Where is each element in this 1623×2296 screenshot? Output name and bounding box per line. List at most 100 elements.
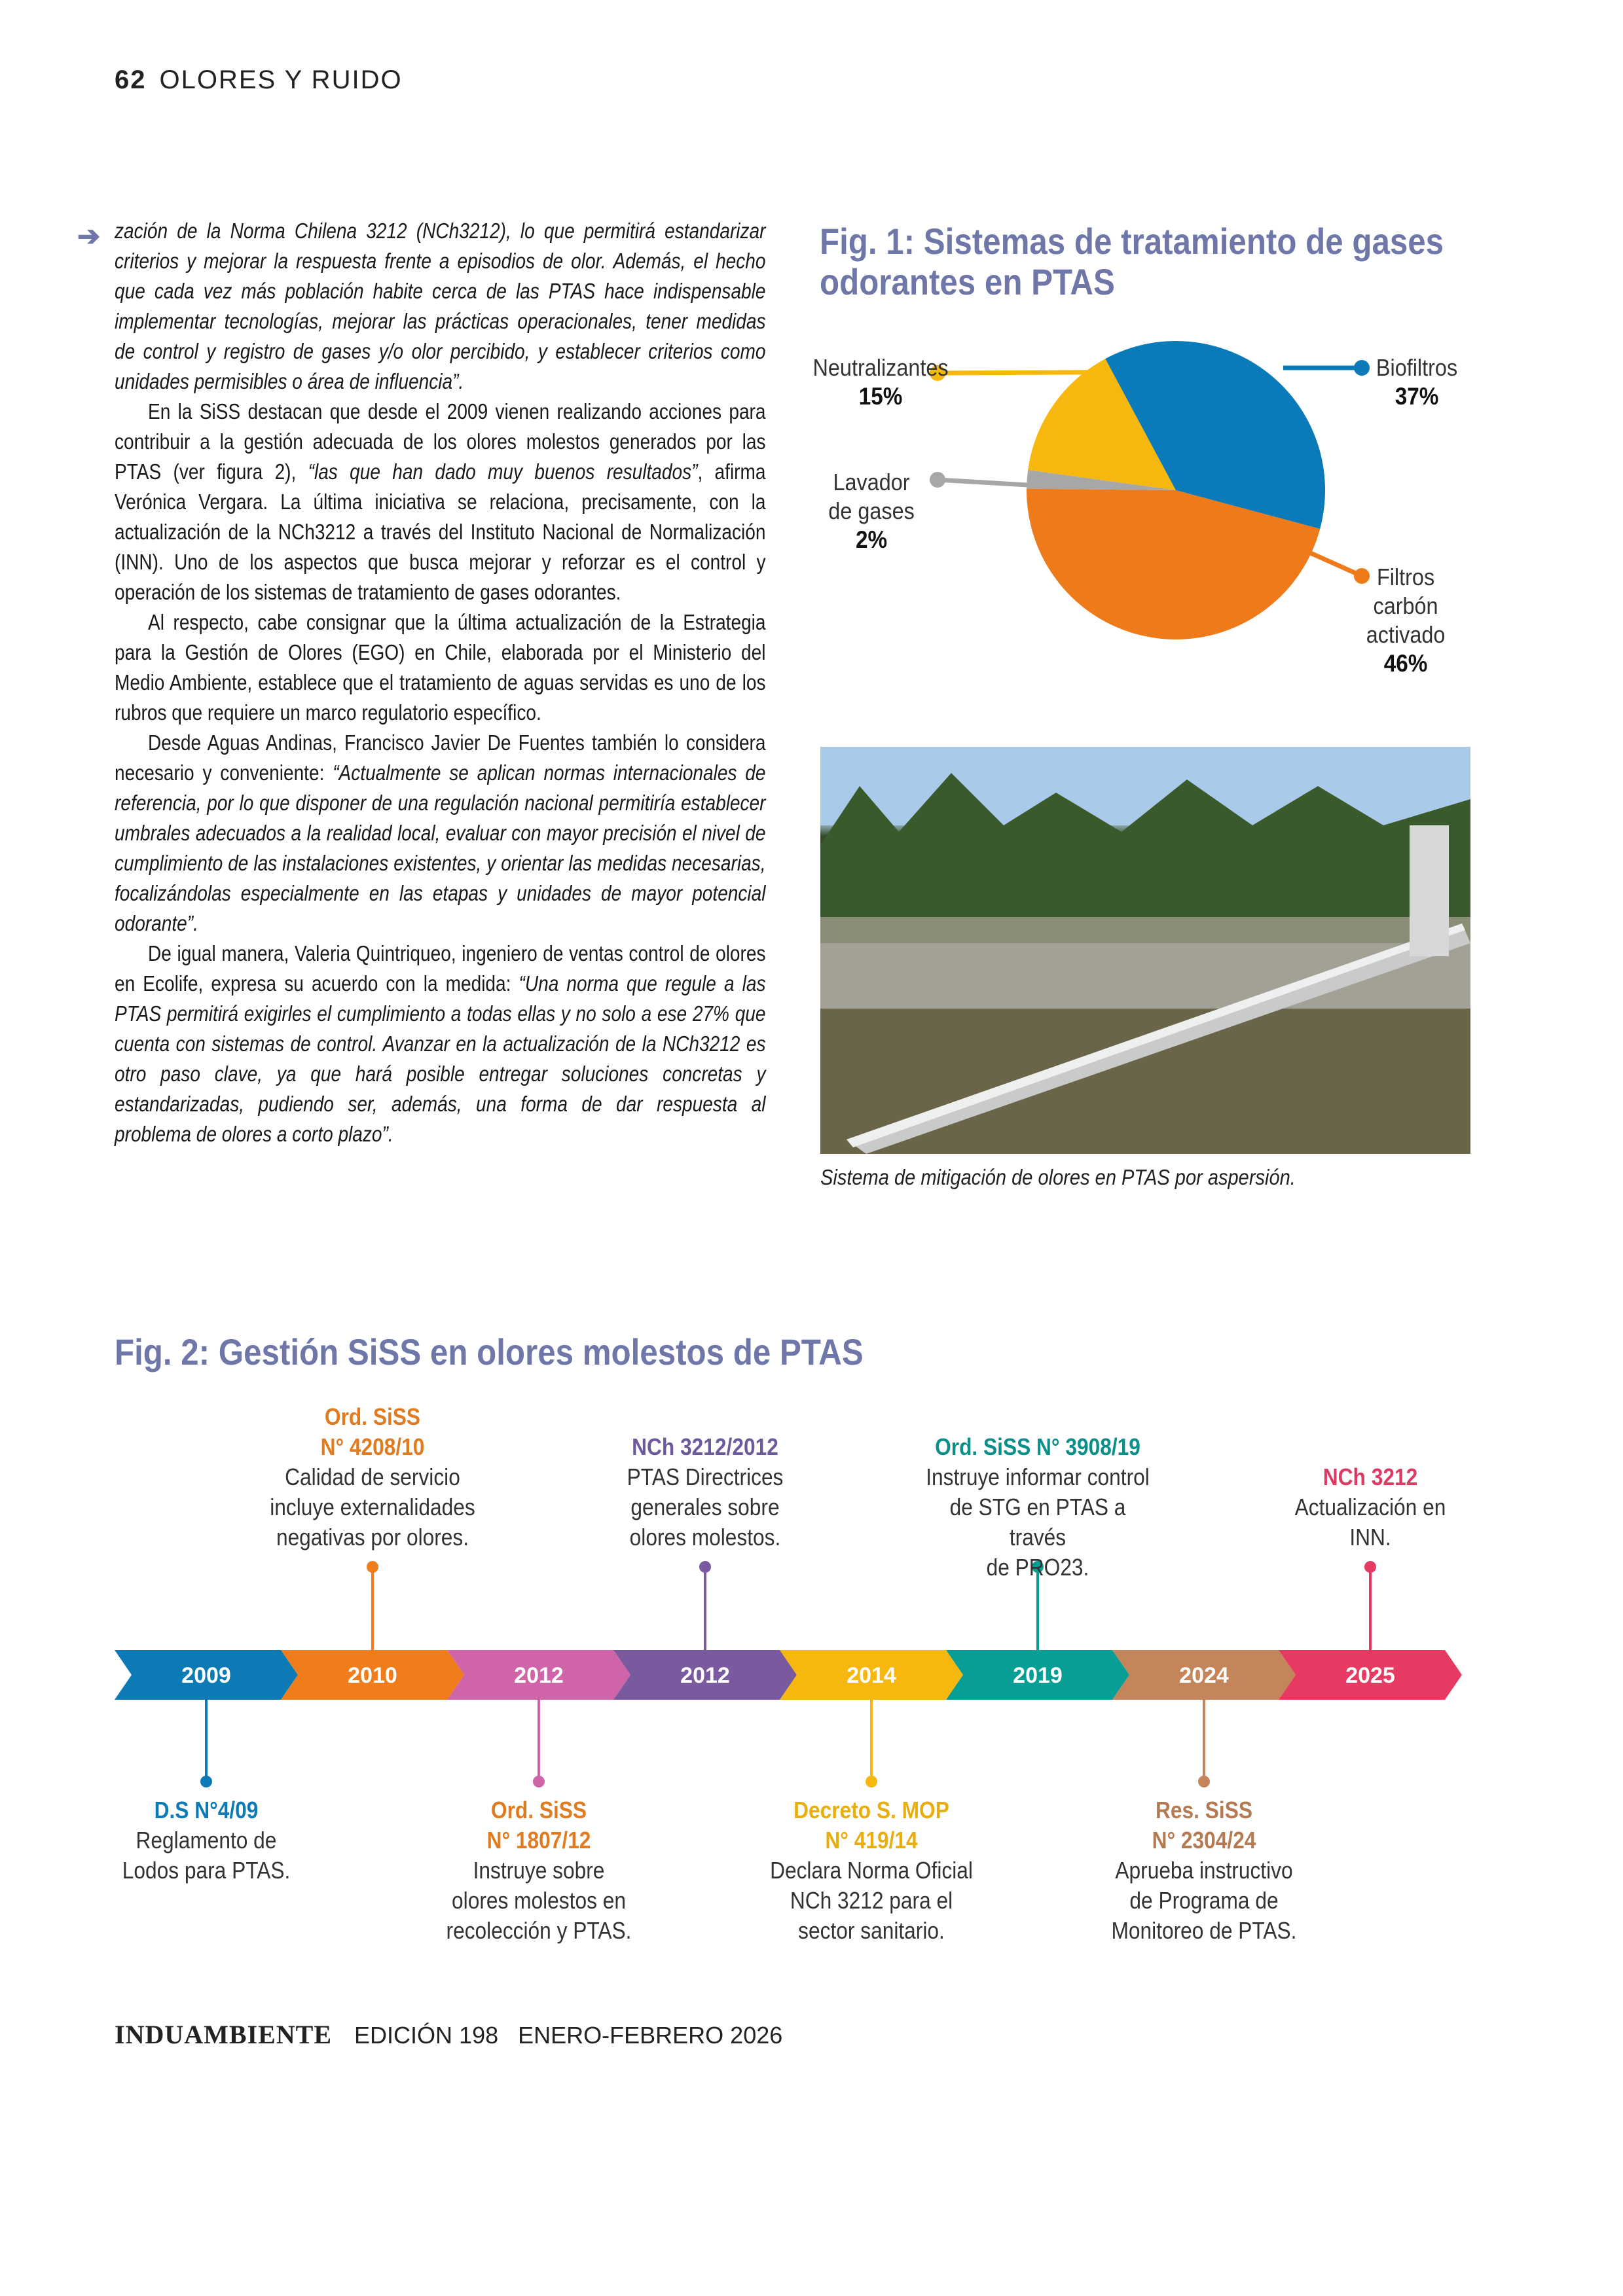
issue-date: ENERO-FEBRERO 2026 — [518, 2022, 783, 2049]
slice-label: de gases — [828, 497, 915, 524]
timeline-dot — [533, 1776, 545, 1787]
slice-label: Lavador — [833, 469, 910, 495]
event-title: NCh 3212/2012 — [632, 1433, 778, 1460]
timeline-event: Decreto S. MOP N° 419/14 Declara Norma Of… — [756, 1795, 987, 1946]
label-filtros-carbon: Filtros carbón activado 46% — [1366, 563, 1446, 678]
pie-slice-neutralizantes — [1028, 359, 1176, 490]
timeline-segment-2012 — [447, 1650, 630, 1700]
timeline-segment-2025 — [1279, 1650, 1462, 1700]
timeline-year: 2014 — [847, 1663, 896, 1688]
continuation-arrow-icon: ➔ — [77, 221, 101, 251]
timeline-event: Ord. SiSS N° 3908/19 Instruye informar co… — [922, 1432, 1153, 1583]
timeline-year: 2025 — [1345, 1663, 1395, 1688]
page-number: 62 — [115, 65, 147, 94]
timeline-year: 2009 — [181, 1663, 231, 1688]
leader-dot — [930, 472, 945, 488]
pie-slice-filtros-carb-n-activado — [1027, 488, 1321, 640]
timeline-year: 2010 — [348, 1663, 397, 1688]
event-description: Calidad de servicio incluye externalidad… — [270, 1463, 475, 1551]
magazine-logo: INDUAMBIENTE — [115, 2020, 333, 2049]
slice-label: Biofiltros — [1376, 354, 1458, 381]
text: De igual manera, Valeria Quintriqueo, in… — [115, 941, 766, 996]
paragraph: zación de la Norma Chilena 3212 (NCh3212… — [115, 216, 766, 397]
text: En la SiSS destacan que desde el 2009 vi… — [115, 399, 766, 484]
event-description: Aprueba instructivo de Programa de Monit… — [1111, 1857, 1297, 1944]
event-title: Res. SiSS N° 2304/24 — [1152, 1797, 1256, 1854]
timeline-event: D.S N°4/09 Reglamento de Lodos para PTAS. — [91, 1795, 321, 1886]
leader-dot — [930, 365, 945, 381]
timeline-event: Ord. SiSS N° 1807/12 Instruye sobre olore… — [424, 1795, 654, 1946]
event-title: Ord. SiSS N° 4208/10 — [320, 1403, 425, 1460]
timeline-event: NCh 3212/2012 PTAS Directrices generales … — [590, 1432, 820, 1552]
event-description: Actualización en INN. — [1294, 1494, 1446, 1551]
paragraph: Desde Aguas Andinas, Francisco Javier De… — [115, 728, 766, 939]
timeline-dot — [699, 1561, 711, 1573]
timeline-segment-2024 — [1112, 1650, 1296, 1700]
leader-line — [1307, 550, 1363, 579]
fig2-title: Fig. 2: Gestión SiSS en olores molestos … — [115, 1331, 864, 1372]
slice-label: carbón — [1373, 592, 1438, 619]
quote-text: “las que han dado muy buenos resultados” — [308, 459, 698, 484]
text: Al respecto, cabe consignar que la últim… — [115, 610, 766, 725]
timeline-bar: 2009 2010 2012 2012 2014 2019 2024 2025 — [115, 1650, 1462, 1700]
timeline-segment-2019 — [946, 1650, 1129, 1700]
label-biofiltros: Biofiltros 37% — [1376, 353, 1457, 411]
slice-value: 15% — [858, 383, 903, 410]
timeline-segment-2012 — [613, 1650, 797, 1700]
quote-text: zación de la Norma Chilena 3212 (NCh3212… — [115, 219, 766, 393]
event-description: PTAS Directrices generales sobre olores … — [627, 1463, 784, 1551]
timeline-segment-2014 — [780, 1650, 963, 1700]
timeline-year: 2012 — [514, 1663, 564, 1688]
pie-chart — [930, 341, 1370, 640]
timeline-event: NCh 3212 Actualización en INN. — [1255, 1462, 1486, 1552]
event-description: Instruye informar control de STG en PTAS… — [926, 1463, 1150, 1581]
text: Desde Aguas Andinas, Francisco Javier De… — [115, 730, 766, 785]
quote-text: “Una norma que regule a las PTAS permiti… — [115, 971, 766, 1146]
timeline-year: 2019 — [1013, 1663, 1063, 1688]
footer: INDUAMBIENTE EDICIÓN 198 ENERO-FEBRERO 20… — [115, 2019, 782, 2050]
timeline-dot — [1364, 1561, 1376, 1573]
timeline-dot — [1032, 1561, 1044, 1573]
slice-value: 2% — [855, 526, 888, 553]
section-title: OLORES Y RUIDO — [159, 65, 403, 94]
leader-dot — [1354, 360, 1370, 376]
pie-slice-lavador-de-gases — [1027, 470, 1176, 490]
paragraph: Al respecto, cabe consignar que la últim… — [115, 607, 766, 728]
article-body: zación de la Norma Chilena 3212 (NCh3212… — [115, 216, 766, 1149]
event-title: D.S N°4/09 — [154, 1797, 259, 1823]
event-title: Decreto S. MOP N° 419/14 — [793, 1797, 949, 1854]
timeline-event: Ord. SiSS N° 4208/10 Calidad de servicio … — [257, 1402, 488, 1552]
timeline-dot — [1198, 1776, 1210, 1787]
event-description: Declara Norma Oficial NCh 3212 para el s… — [770, 1857, 973, 1944]
timeline-dot — [200, 1776, 212, 1787]
slice-value: 46% — [1383, 650, 1428, 677]
leader-line — [937, 370, 1093, 376]
text: , afirma Verónica Vergara. La última ini… — [115, 459, 766, 604]
event-title: Ord. SiSS N° 3908/19 — [935, 1433, 1140, 1460]
leader-dot — [1354, 568, 1370, 584]
slice-label: Filtros — [1376, 564, 1435, 590]
event-title: Ord. SiSS N° 1807/12 — [486, 1797, 591, 1854]
timeline-dot — [866, 1776, 877, 1787]
slice-label: activado — [1366, 621, 1446, 648]
timeline-connectors — [200, 1561, 1376, 1787]
photo-treatment-plant — [820, 747, 1470, 1154]
label-neutralizantes: Neutralizantes 15% — [813, 353, 949, 411]
slice-label: Neutralizantes — [812, 354, 949, 381]
timeline-year: 2012 — [680, 1663, 730, 1688]
running-header: 62 OLORES Y RUIDO — [115, 65, 403, 95]
paragraph: De igual manera, Valeria Quintriqueo, in… — [115, 939, 766, 1149]
slice-value: 37% — [1395, 383, 1439, 410]
pie-slice-biofiltros — [1105, 341, 1325, 529]
fig1-title: Fig. 1: Sistemas de tratamiento de gases… — [820, 221, 1444, 302]
event-description: Instruye sobre olores molestos en recole… — [446, 1857, 632, 1944]
photo-caption: Sistema de mitigación de olores en PTAS … — [820, 1165, 1296, 1189]
photo-illustration — [820, 747, 1470, 1154]
edition: EDICIÓN 198 — [354, 2022, 499, 2049]
timeline-segment-2010 — [281, 1650, 464, 1700]
timeline-year: 2024 — [1179, 1663, 1229, 1688]
leader-line — [937, 477, 1030, 488]
timeline-segment-2009 — [115, 1650, 298, 1700]
quote-text: “Actualmente se aplican normas internaci… — [115, 761, 766, 935]
label-lavador: Lavador de gases 2% — [828, 468, 914, 554]
